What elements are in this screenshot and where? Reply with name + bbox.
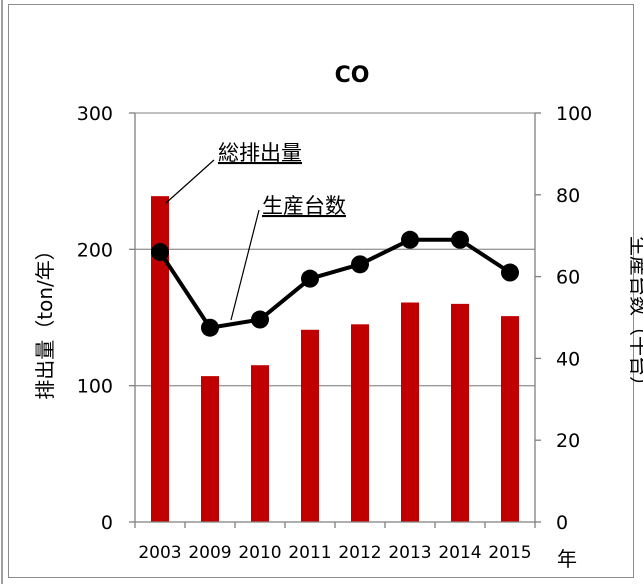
y-right-tick-label-60: 60: [556, 267, 580, 289]
y-tick-label-200: 200: [77, 239, 113, 261]
bar-2014: [451, 303, 469, 522]
labels: 0 100 200 300 0 20 40 60 80 100 2003 2009 2010 2011 20…: [77, 103, 593, 563]
y-right-tick-label-100: 100: [556, 103, 592, 125]
left-border-rule: [1, 0, 3, 584]
x-tick-label-2015: 2015: [488, 543, 531, 563]
chart-frame: [8, 4, 634, 578]
line-point-2013: [401, 230, 419, 249]
bar-2003: [151, 196, 169, 522]
line-point-2011: [301, 269, 319, 288]
y-right-tick-label-0: 0: [556, 512, 568, 534]
bar-2011: [301, 329, 319, 522]
line-point-2010: [251, 310, 269, 329]
x-axis-label: 年: [557, 547, 577, 571]
x-tick-label-2012: 2012: [338, 543, 381, 563]
x-tick-label-2003: 2003: [138, 543, 181, 563]
bar-2015: [501, 316, 519, 522]
line-point-2014: [451, 230, 469, 249]
x-tick-label-2013: 2013: [388, 543, 431, 563]
line-point-2015: [501, 263, 519, 282]
line-series: [151, 230, 519, 337]
y-right-tick-label-40: 40: [556, 348, 580, 370]
y-right-tick-label-80: 80: [556, 185, 580, 207]
chart-title: CO: [335, 63, 370, 88]
y-axis-right-label: 生産台数（千台）: [627, 236, 643, 396]
axes: [129, 112, 541, 528]
y-right-tick-label-20: 20: [556, 430, 580, 452]
x-tick-label-2011: 2011: [288, 543, 331, 563]
bar-2012: [351, 324, 369, 522]
line-point-2009: [201, 318, 219, 337]
bar-2010: [251, 365, 269, 522]
y-tick-label-300: 300: [77, 103, 113, 125]
x-tick-label-2014: 2014: [438, 543, 481, 563]
bar-2013: [401, 302, 419, 522]
y-tick-label-100: 100: [77, 376, 113, 398]
bar-2009: [201, 376, 219, 522]
x-tick-label-2009: 2009: [188, 543, 231, 563]
annotation-line-series: 生産台数: [262, 194, 346, 218]
line-point-2003: [151, 243, 169, 262]
annotation-leader-line: [230, 209, 260, 321]
annotation-leader-bar: [165, 159, 215, 204]
y-tick-label-0: 0: [101, 512, 113, 534]
bar-series: [151, 196, 519, 522]
line-point-2012: [351, 255, 369, 274]
x-tick-label-2010: 2010: [238, 543, 281, 563]
annotation-bar-series: 総排出量: [218, 141, 302, 165]
y-axis-label: 排出量（ton/年）: [33, 240, 57, 400]
